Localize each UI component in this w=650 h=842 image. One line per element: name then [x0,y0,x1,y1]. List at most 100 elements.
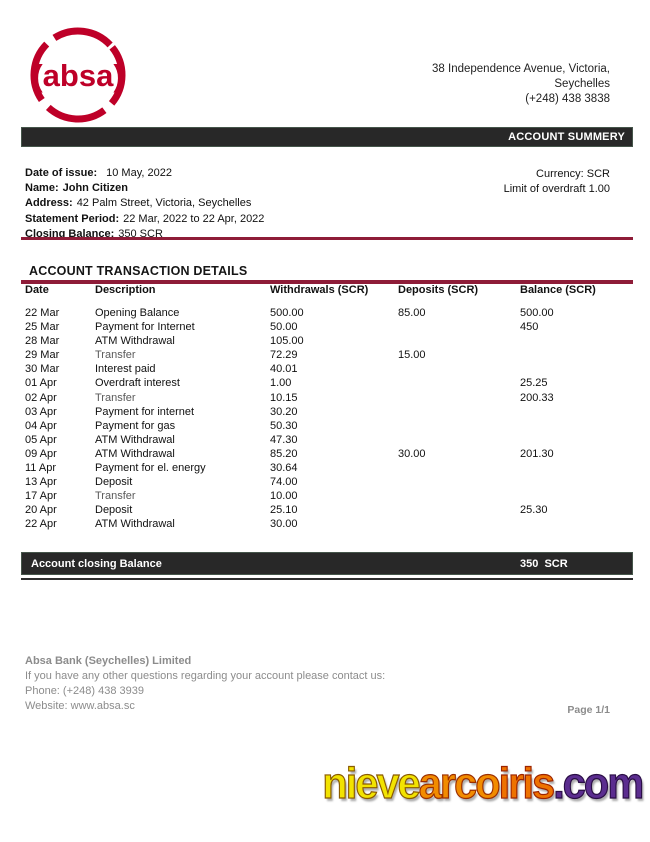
cell-withdrawal: 50.00 [270,321,298,334]
cell-balance: 201.30 [520,447,554,460]
summary-right-line: Limit of overdraft 1.00 [503,183,610,196]
table-row: 29 Mar Transfer 72.29 15.00 [21,348,633,362]
account-summary-bar-label: ACCOUNT SUMMERY [508,131,625,143]
column-header: Balance (SCR) [520,284,596,296]
cell-withdrawal: 105.00 [270,335,304,348]
watermark: nievearcoiris.com [322,758,645,809]
cell-balance [520,461,633,475]
cell-deposit [398,320,520,334]
watermark-segment: iris [498,758,556,808]
cell-balance [520,362,633,376]
table-row: 01 Apr Overdraft interest 1.00 25.25 [21,376,633,390]
summary-field-value: John Citizen [62,182,129,195]
cell-deposit [398,461,520,475]
account-summary-bar: ACCOUNT SUMMERY [21,127,633,147]
cell-date: 22 Apr [25,518,57,531]
cell-withdrawal: 10.15 [270,391,298,404]
cell-date: 17 Apr [25,490,57,503]
cell-withdrawal: 72.29 [270,349,298,362]
transactions-table: Date Description Withdrawals (SCR) Deposits… [21,284,633,532]
cell-deposit [398,334,520,348]
cell-date: 03 Apr [25,405,57,418]
summary-divider-rule [21,237,633,240]
cell-withdrawal: 30.00 [270,518,298,531]
footer-bank-name: Absa Bank (Seychelles) Limited [25,655,192,667]
cell-balance [520,419,633,433]
watermark-segment: .com [552,758,644,808]
transactions-title: ACCOUNT TRANSACTION DETAILS [29,264,248,278]
summary-field-value: 350 SCR [118,227,163,240]
summary-field: Date of issue: 10 May, 2022 [25,166,610,181]
cell-withdrawal: 10.00 [270,490,298,503]
cell-description: ATM Withdrawal [95,433,175,446]
table-row: 13 Apr Deposit 74.00 [21,475,633,489]
column-header: Deposits (SCR) [398,284,479,296]
summary-field-value: 22 Mar, 2022 to 22 Apr, 2022 [123,212,265,225]
summary-field: Statement Period: 22 Mar, 2022 to 22 Apr,… [25,212,610,227]
table-row: 20 Apr Deposit 25.10 25.30 [21,503,633,517]
cell-balance: 500.00 [520,307,554,319]
cell-description: Overdraft interest [95,377,180,390]
cell-withdrawal: 30.20 [270,405,298,418]
cell-description: Deposit [95,476,133,489]
cell-description: Transfer [95,349,136,362]
watermark-segment: nieve [322,758,421,808]
cell-balance [520,433,633,447]
closing-balance-bar: Account closing Balance 350 SCR [21,552,633,575]
table-header: Date Description Withdrawals (SCR) Deposits… [21,284,633,297]
cell-description: Deposit [95,504,133,517]
cell-deposit [398,419,520,433]
cell-deposit: 85.00 [398,307,426,319]
cell-deposit [398,362,520,376]
cell-deposit [398,475,520,489]
cell-date: 13 Apr [25,476,57,489]
cell-description: Transfer [95,490,136,503]
cell-description: ATM Withdrawal [95,335,175,348]
summary-field: Address: 42 Palm Street, Victoria, Seyche… [25,196,610,211]
table-row: 05 Apr ATM Withdrawal 47.30 [21,433,633,447]
summary-section: Date of issue: 10 May, 2022 Name: John Citi… [25,166,610,242]
cell-description: Transfer [95,391,136,404]
absa-logo: (absa) [28,25,128,125]
summary-field-label: Address: [25,197,73,210]
table-row: 30 Mar Interest paid 40.01 [21,362,633,376]
cell-description: Payment for internet [95,405,195,418]
cell-balance [520,517,633,531]
bank-address: 38 Independence Avenue, Victoria, Seychel… [432,62,610,107]
summary-field-value: 10 May, 2022 [106,167,172,179]
cell-withdrawal: 1.00 [270,377,292,390]
absa-logo-icon: (absa) [30,27,126,123]
cell-deposit [398,376,520,390]
cell-deposit [398,405,520,419]
summary-right: Currency: SCR Limit of overdraft 1.00 [504,167,610,197]
watermark-segment: arco [418,758,501,808]
cell-date: 30 Mar [25,363,60,376]
address-line: (+248) 438 3838 [525,93,610,105]
cell-date: 01 Apr [25,377,57,390]
cell-date: 28 Mar [25,335,60,348]
cell-deposit [398,517,520,531]
cell-deposit [398,489,520,503]
cell-balance [520,405,633,419]
summary-field: Name: John Citizen [25,181,610,196]
cell-description: Payment for el. energy [95,462,206,475]
summary-fields: Date of issue: 10 May, 2022 Name: John Citi… [25,166,610,242]
cell-date: 04 Apr [25,419,57,432]
table-row: 02 Apr Transfer 10.15 200.33 [21,391,633,405]
cell-date: 09 Apr [25,447,57,460]
cell-withdrawal: 47.30 [270,433,298,446]
cell-withdrawal: 85.20 [270,447,298,460]
footer-contact-line: If you have any other questions regardin… [25,670,386,682]
cell-deposit [398,391,520,405]
cell-withdrawal: 30.64 [270,462,298,475]
cell-withdrawal: 40.01 [270,363,298,376]
summary-field-value: 42 Palm Street, Victoria, Seychelles [76,197,252,210]
cell-deposit [398,433,520,447]
transactions-title-rule [21,280,633,284]
absa-logo-text: (absa) [32,58,123,93]
cell-balance: 25.30 [520,504,548,517]
cell-withdrawal: 50.30 [270,419,298,432]
page-number: Page 1/1 [567,704,610,716]
cell-date: 22 Mar [25,307,60,319]
